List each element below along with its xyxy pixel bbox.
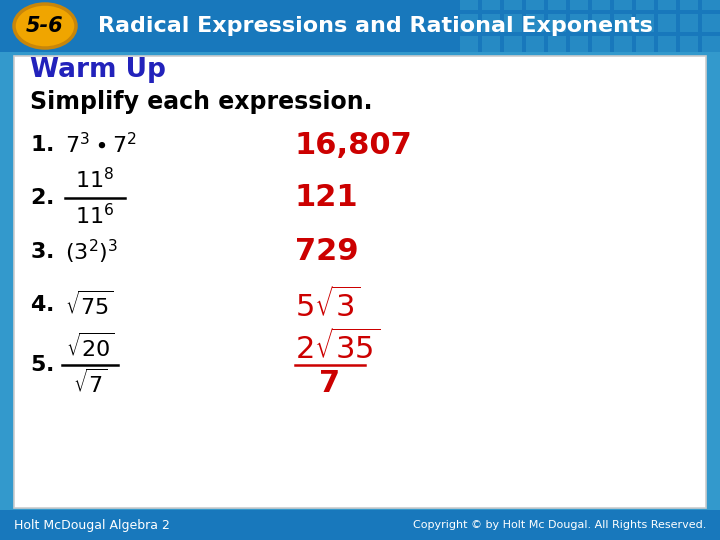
Bar [526,14,544,32]
Text: Copyright © by Holt Mc Dougal. All Rights Reserved.: Copyright © by Holt Mc Dougal. All Right… [413,520,706,530]
FancyBboxPatch shape [14,56,706,508]
Bar [570,36,588,54]
Text: $2\sqrt{35}$: $2\sqrt{35}$ [295,329,380,365]
Text: $\sqrt{20}$: $\sqrt{20}$ [66,333,114,361]
Bar [592,14,610,32]
Bar [482,14,500,32]
Bar [460,36,478,54]
Text: 121: 121 [295,184,359,213]
Bar [504,36,522,54]
Text: $\sqrt{75}$: $\sqrt{75}$ [65,291,114,319]
Bar [658,0,676,10]
Bar [592,0,610,10]
Bar [526,0,544,10]
Ellipse shape [14,4,76,48]
Bar [504,0,522,10]
Bar [658,14,676,32]
Bar [614,36,632,54]
Text: Holt McDougal Algebra 2: Holt McDougal Algebra 2 [14,518,170,531]
Text: $11^6$: $11^6$ [76,204,114,228]
Bar [680,14,698,32]
Bar [482,36,500,54]
Text: 729: 729 [295,238,359,267]
Bar [570,14,588,32]
Text: $\mathbf{3.}$: $\mathbf{3.}$ [30,242,53,262]
Text: 7: 7 [320,368,341,397]
Text: $\mathbf{2.}$: $\mathbf{2.}$ [30,188,53,208]
Bar [614,14,632,32]
Bar [526,36,544,54]
Bar [636,0,654,10]
Bar [548,14,566,32]
Bar [460,0,478,10]
Text: $\sqrt{7}$: $\sqrt{7}$ [73,369,107,397]
Text: Warm Up: Warm Up [30,57,166,83]
Bar [482,0,500,10]
Text: $(3^2)^3$: $(3^2)^3$ [65,238,118,266]
Bar [592,36,610,54]
Bar [636,14,654,32]
Bar [636,36,654,54]
Bar [658,36,676,54]
Bar [0,0,720,52]
Bar [570,0,588,10]
Bar [548,0,566,10]
Bar [460,14,478,32]
Text: Simplify each expression.: Simplify each expression. [30,90,372,114]
Bar [702,0,720,10]
Bar [548,36,566,54]
Text: 16,807: 16,807 [295,131,413,159]
Text: $11^8$: $11^8$ [76,167,114,193]
Text: $5\sqrt{3}$: $5\sqrt{3}$ [295,287,361,323]
Text: $7^3 \bullet 7^2$: $7^3 \bullet 7^2$ [65,132,137,158]
Text: $\mathbf{4.}$: $\mathbf{4.}$ [30,295,53,315]
Text: 5-6: 5-6 [26,16,64,36]
Bar [680,0,698,10]
Text: $\mathbf{1.}$: $\mathbf{1.}$ [30,135,53,155]
Text: $\mathbf{5.}$: $\mathbf{5.}$ [30,355,53,375]
Bar [680,36,698,54]
Bar [702,14,720,32]
Bar [614,0,632,10]
Bar [0,510,720,540]
Text: Radical Expressions and Rational Exponents: Radical Expressions and Rational Exponen… [98,16,653,36]
Bar [504,14,522,32]
Bar [702,36,720,54]
